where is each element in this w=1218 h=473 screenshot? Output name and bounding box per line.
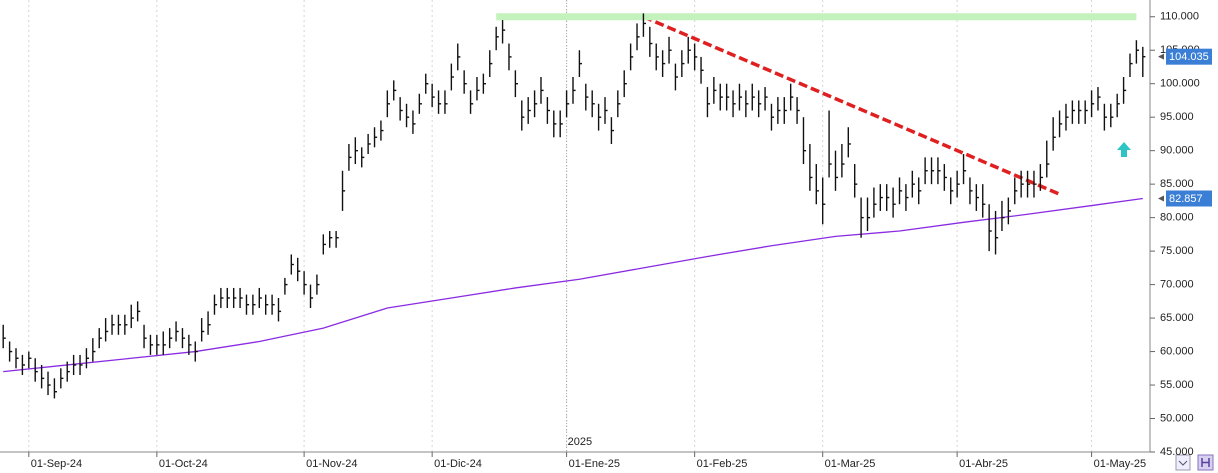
x-tick-label: 01-Mar-25 bbox=[825, 458, 876, 470]
value-box bbox=[1166, 190, 1212, 207]
x-tick-label: 01-Nov-24 bbox=[306, 458, 357, 470]
x-tick-label: 01-Oct-24 bbox=[159, 458, 208, 470]
icon-glyph bbox=[1201, 458, 1210, 467]
y-tick-label: 95.000 bbox=[1160, 111, 1194, 123]
up-arrow-icon bbox=[1117, 142, 1131, 157]
x-axis-panel bbox=[0, 452, 1218, 473]
y-tick-label: 110.000 bbox=[1160, 11, 1199, 23]
toolbar-icons bbox=[1175, 454, 1214, 471]
icon-glyph bbox=[1178, 460, 1188, 466]
value-box-pointer bbox=[1158, 53, 1164, 60]
value-box-label: 82.857 bbox=[1169, 193, 1203, 205]
y-tick-label: 65.000 bbox=[1160, 312, 1194, 324]
y-tick-label: 45.000 bbox=[1160, 446, 1194, 458]
plot-area bbox=[2, 0, 1146, 452]
y-tick-label: 80.000 bbox=[1160, 212, 1194, 224]
y-tick-label: 70.000 bbox=[1160, 278, 1194, 290]
x-tick-label: 01-Ene-25 bbox=[569, 458, 620, 470]
y-tick-label: 90.000 bbox=[1160, 145, 1194, 157]
y-tick-label: 55.000 bbox=[1160, 379, 1194, 391]
x-tick-label: 01-Dic-24 bbox=[434, 458, 482, 470]
x-tick-label: 01-Sep-24 bbox=[31, 458, 82, 470]
trend-line bbox=[642, 15, 1061, 196]
y-tick-label: 50.000 bbox=[1160, 412, 1194, 424]
value-box-label: 104.035 bbox=[1169, 51, 1209, 63]
y-tick-label: 85.000 bbox=[1160, 178, 1194, 190]
x-tick-label: 01-Abr-25 bbox=[959, 458, 1008, 470]
value-box-pointer bbox=[1158, 195, 1164, 202]
y-axis-panel bbox=[1150, 0, 1218, 452]
year-label: 2025 bbox=[568, 436, 592, 448]
y-tick-label: 60.000 bbox=[1160, 345, 1194, 357]
x-tick-label: 01-Feb-25 bbox=[697, 458, 748, 470]
y-tick-label: 75.000 bbox=[1160, 245, 1194, 257]
x-tick-label: 01-May-25 bbox=[1094, 458, 1147, 470]
icon-button[interactable] bbox=[1175, 454, 1191, 471]
value-box bbox=[1166, 48, 1212, 65]
y-tick-label: 100.000 bbox=[1160, 78, 1200, 90]
